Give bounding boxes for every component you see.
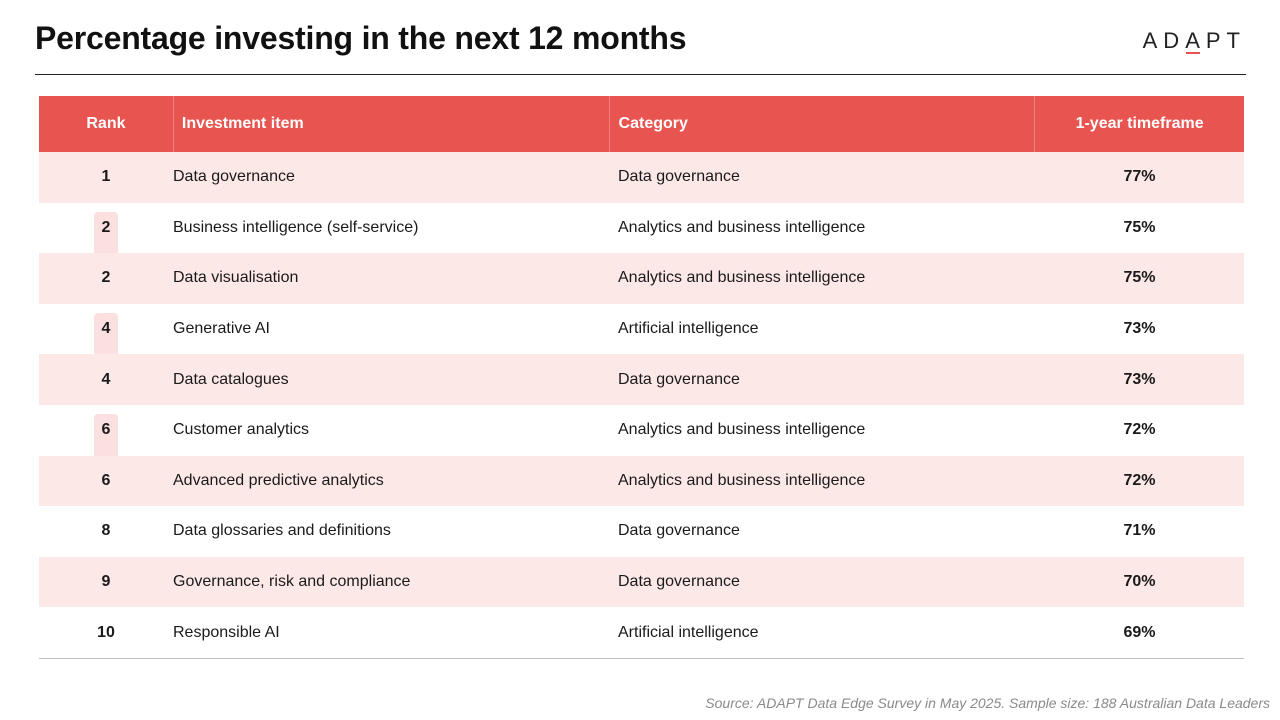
investment-item-cell: Advanced predictive analytics xyxy=(173,471,384,489)
rank-cell: 10 xyxy=(97,623,115,641)
investment-table: Rank Investment item Category 1-year tim… xyxy=(39,96,1244,658)
category-cell: Artificial intelligence xyxy=(618,623,759,641)
logo-prefix: AD xyxy=(1142,28,1186,53)
investment-item-cell: Data governance xyxy=(173,168,295,186)
investment-item-cell: Data glossaries and definitions xyxy=(173,522,391,540)
rank-cell: 8 xyxy=(101,522,111,540)
table-row: 4 Data catalogues Data governance 73% xyxy=(39,354,1244,405)
table-row: 6 Customer analytics Analytics and busines… xyxy=(39,405,1244,456)
timeframe-percentage-cell: 75% xyxy=(1123,269,1156,287)
investment-item-cell: Generative AI xyxy=(173,320,270,338)
adapt-logo: ADAPT xyxy=(1143,28,1246,54)
rank-cell: 4 xyxy=(101,370,111,388)
table-row: 1 Data governance Data governance 77% xyxy=(39,152,1244,203)
rank-cell: 1 xyxy=(101,168,111,186)
category-cell: Data governance xyxy=(618,522,740,540)
category-cell: Artificial intelligence xyxy=(618,320,759,338)
rank-cell: 6 xyxy=(101,471,111,489)
investment-item-cell: Customer analytics xyxy=(173,421,310,439)
category-cell: Data governance xyxy=(618,370,740,388)
category-cell: Data governance xyxy=(618,168,740,186)
category-cell: Analytics and business intelligence xyxy=(618,218,866,236)
table-row: 4 Generative AI Artificial intelligence 73% xyxy=(39,304,1244,355)
table-row: 2 Business intelligence (self-service) Ana… xyxy=(39,203,1244,254)
investment-item-cell: Data catalogues xyxy=(173,370,289,388)
page-title: Percentage investing in the next 12 mont… xyxy=(35,20,687,56)
timeframe-percentage-cell: 73% xyxy=(1123,320,1156,338)
investment-item-cell: Governance, risk and compliance xyxy=(173,573,411,591)
category-cell: Data governance xyxy=(618,573,740,591)
table-row: 9 Governance, risk and compliance Data gov… xyxy=(39,556,1244,608)
rank-cell: 9 xyxy=(101,573,111,591)
table-row: 8 Data glossaries and definitions Data gov… xyxy=(39,506,1244,557)
table-row: 6 Advanced predictive analytics Analytics … xyxy=(39,455,1244,507)
rank-cell: 2 xyxy=(101,218,111,236)
timeframe-percentage-cell: 73% xyxy=(1123,370,1156,388)
timeframe-percentage-cell: 71% xyxy=(1123,522,1156,540)
table-bottom-divider xyxy=(39,658,1244,659)
timeframe-percentage-cell: 72% xyxy=(1123,421,1156,439)
timeframe-percentage-cell: 72% xyxy=(1123,471,1156,489)
source-note: Source: ADAPT Data Edge Survey in May 20… xyxy=(705,695,1270,711)
header-investment-item: Investment item xyxy=(174,96,610,152)
logo-suffix: PT xyxy=(1205,28,1246,53)
investment-item-cell: Responsible AI xyxy=(173,623,280,641)
investment-item-cell: Data visualisation xyxy=(173,269,299,287)
category-cell: Analytics and business intelligence xyxy=(618,421,866,439)
logo-accent-letter: A xyxy=(1185,28,1206,54)
timeframe-percentage-cell: 70% xyxy=(1123,573,1156,591)
title-divider xyxy=(35,74,1246,75)
category-cell: Analytics and business intelligence xyxy=(618,269,866,287)
header-timeframe: 1-year timeframe xyxy=(1075,115,1204,132)
category-cell: Analytics and business intelligence xyxy=(618,471,866,489)
rank-cell: 4 xyxy=(101,320,111,338)
timeframe-percentage-cell: 69% xyxy=(1123,623,1156,641)
header-category: Category xyxy=(610,96,1036,152)
table-row: 2 Data visualisation Analytics and busines… xyxy=(39,253,1244,304)
header-rank: Rank xyxy=(39,96,174,152)
rank-cell: 6 xyxy=(101,421,111,439)
rank-cell: 2 xyxy=(101,269,111,287)
investment-item-cell: Business intelligence (self-service) xyxy=(173,218,419,236)
table-header: Rank Investment item Category 1-year tim… xyxy=(39,96,1244,152)
table-body: 1 Data governance Data governance 77% 2 Busin… xyxy=(39,152,1244,658)
table-row: 10 Responsible AI Artificial intelligence 6… xyxy=(39,607,1244,658)
timeframe-percentage-cell: 77% xyxy=(1123,168,1156,186)
timeframe-percentage-cell: 75% xyxy=(1123,218,1156,236)
